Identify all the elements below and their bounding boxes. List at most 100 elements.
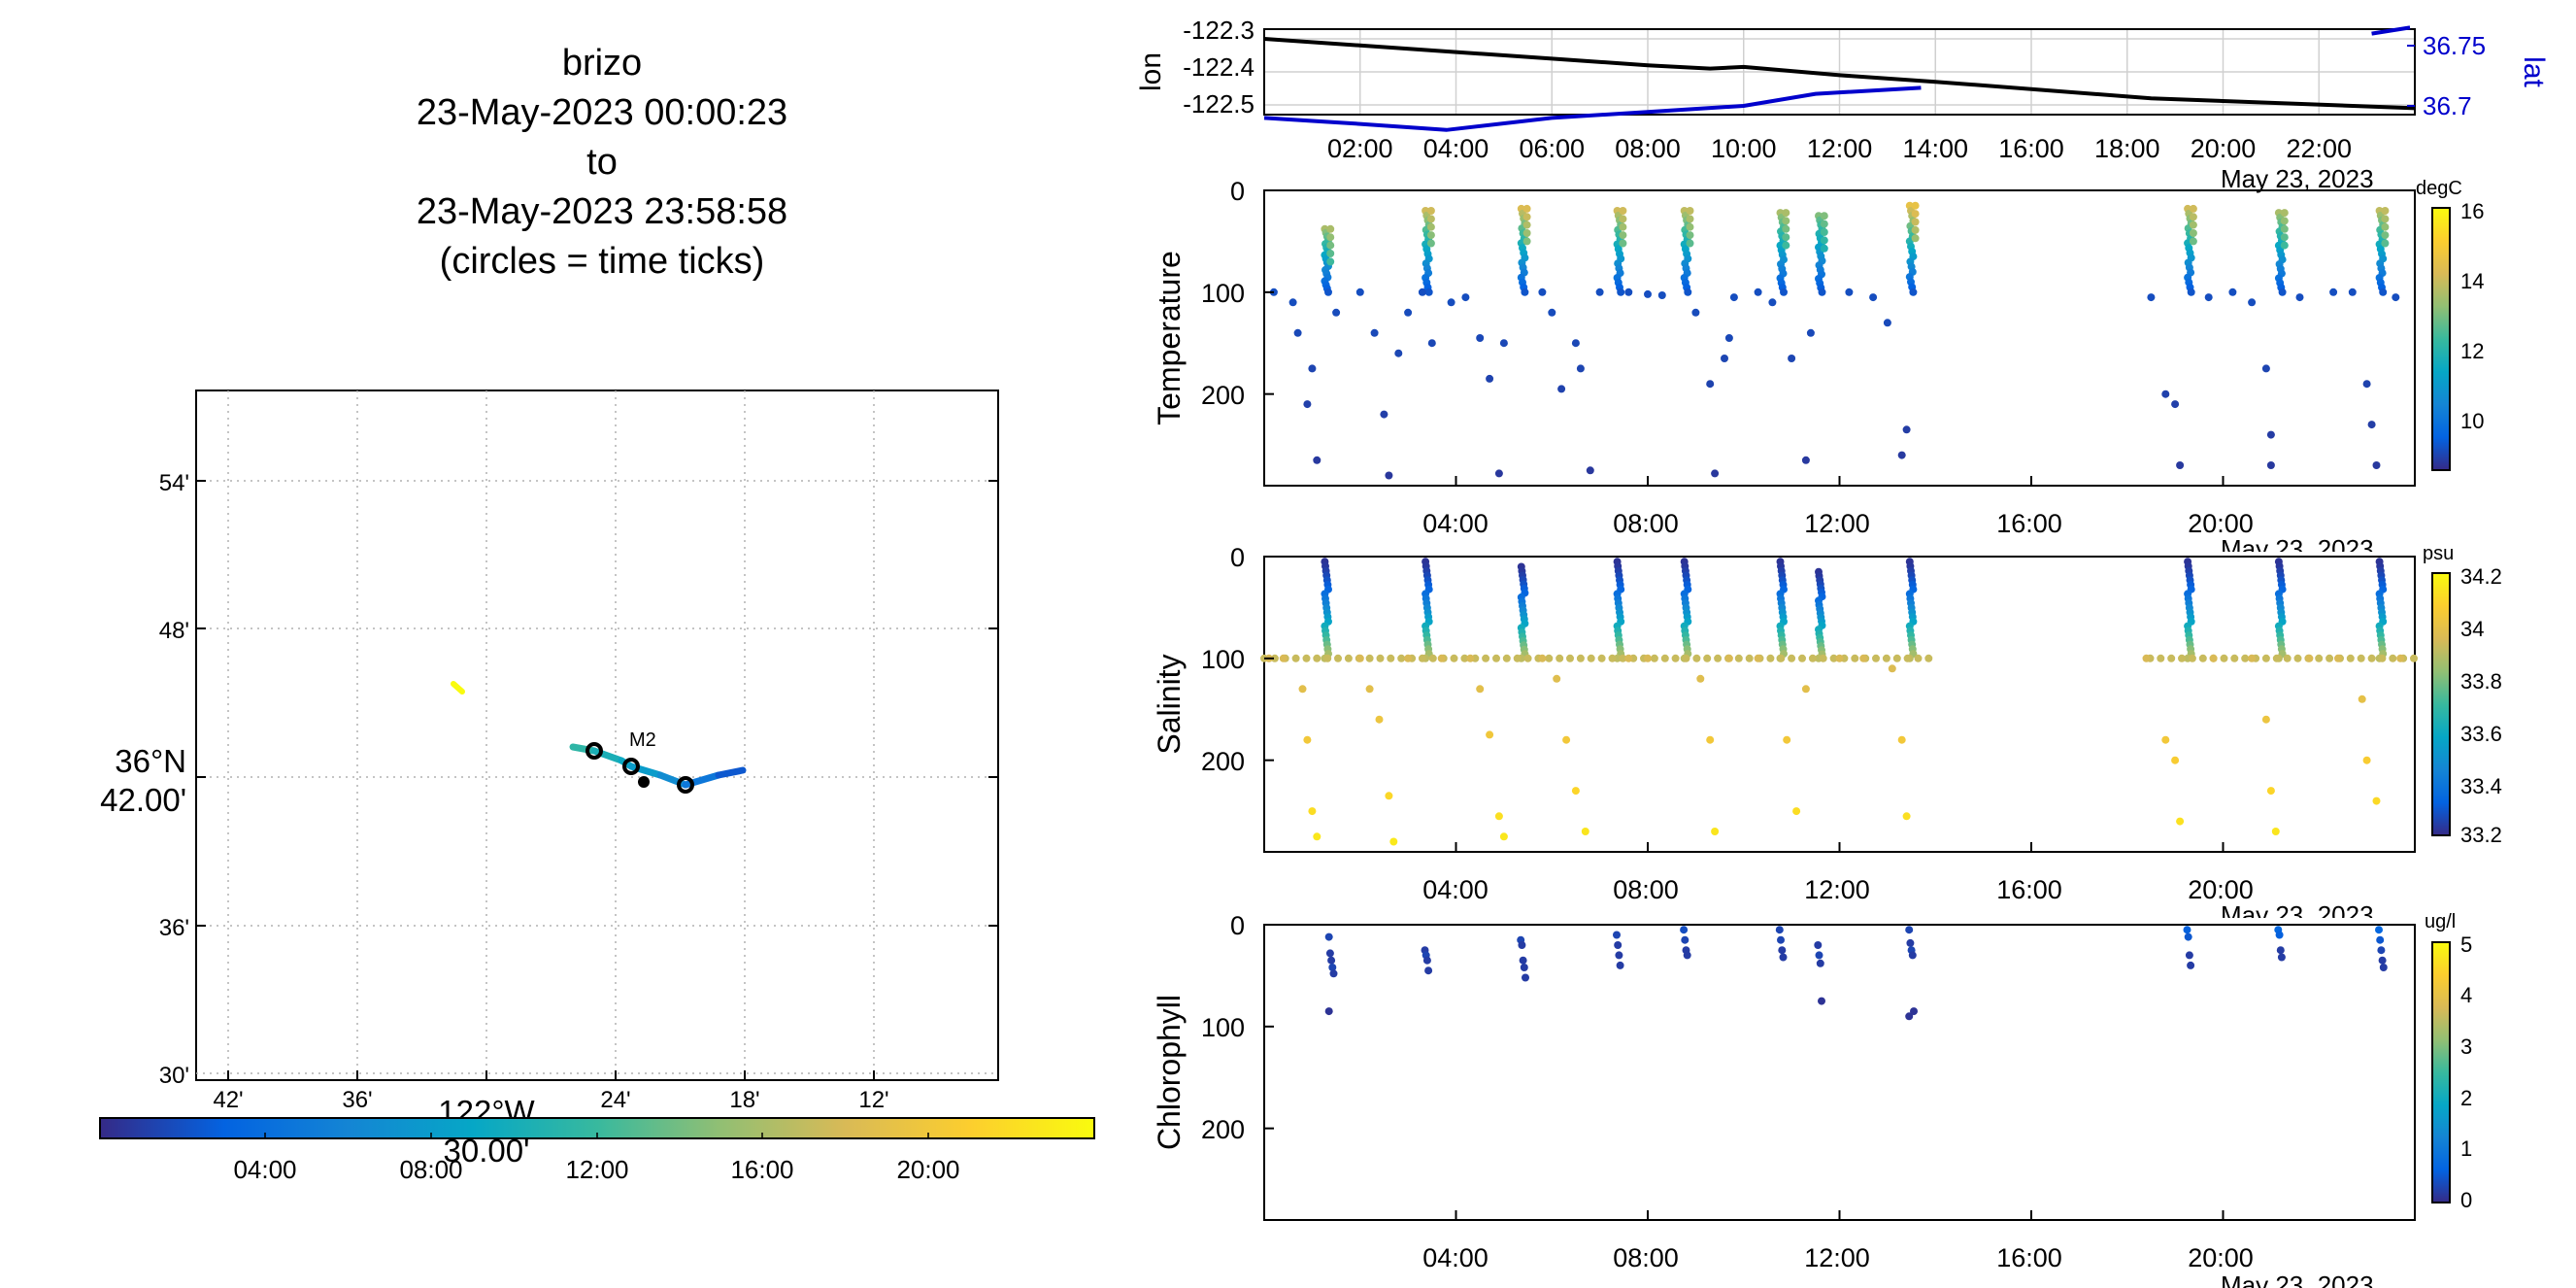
- salinity-point: [2241, 654, 2250, 662]
- temperature-point: [1426, 215, 1435, 223]
- chlorophyll-point: [1775, 926, 1784, 934]
- lonlat-xtick: 14:00: [1902, 134, 1968, 163]
- temperature-point: [2189, 229, 2197, 237]
- salinity-point: [2325, 654, 2334, 662]
- chl-date-label: May 23, 2023: [2221, 1271, 2374, 1288]
- temperature-point: [1499, 339, 1508, 348]
- chl-ytick-0: 0: [1230, 911, 1245, 940]
- salinity-point: [2334, 654, 2342, 662]
- salinity-point: [1882, 654, 1890, 662]
- temperature-point: [2280, 233, 2289, 242]
- temperature-point: [1644, 289, 1652, 298]
- temperature-point: [1288, 298, 1297, 307]
- lat-tick-3675: 36.75: [2423, 31, 2486, 60]
- salinity-point: [1914, 654, 1923, 662]
- lonlat-xtick: 06:00: [1519, 134, 1585, 163]
- temperature-point: [1806, 328, 1815, 337]
- temperature-point: [1326, 233, 1335, 242]
- temperature-point: [1595, 288, 1604, 296]
- salinity-point: [1745, 654, 1754, 662]
- station-m2-marker: [638, 776, 650, 788]
- salinity-point: [1706, 735, 1715, 744]
- chlorophyll-point: [1778, 946, 1787, 955]
- temp-cbar-12: 12: [2460, 339, 2484, 363]
- salinity-point: [1650, 654, 1658, 662]
- salinity-point: [1808, 654, 1817, 662]
- salinity-point: [1502, 654, 1511, 662]
- salinity-point: [1798, 654, 1806, 662]
- temperature-point: [1902, 425, 1911, 434]
- temperature-point: [1897, 451, 1906, 459]
- lonlat-frame: [1263, 28, 2416, 116]
- salinity-axis-ticks: [1264, 556, 2225, 852]
- sal-xtick-2000: 20:00: [2188, 875, 2254, 904]
- salinity-point: [2410, 654, 2418, 662]
- temperature-point: [1427, 339, 1436, 348]
- temp-ytick-200: 200: [1201, 381, 1245, 410]
- station-m2-label: M2: [629, 729, 656, 751]
- map-lon-tick-18: 18': [729, 1087, 759, 1113]
- salinity-point: [2378, 654, 2387, 662]
- lonlat-x-ticks: 02:00 04:00 06:00 08:00 10:00 12:00 14:00 16:00…: [1327, 134, 2352, 163]
- salinity-point: [1835, 654, 1844, 662]
- sal-cbar-340: 34: [2460, 617, 2484, 641]
- temperature-point: [2367, 421, 2376, 429]
- temp-cbar-14: 14: [2460, 269, 2484, 293]
- sal-xtick-1600: 16:00: [1996, 875, 2062, 904]
- salinity-point: [1754, 654, 1762, 662]
- temperature-point: [1522, 220, 1531, 229]
- salinity-point: [2261, 654, 2270, 662]
- salinity-point: [1308, 807, 1317, 816]
- temp-xtick-1600: 16:00: [1996, 509, 2062, 538]
- lon-tick-1224: -122.4: [1183, 52, 1255, 82]
- temperature-point: [2204, 293, 2213, 302]
- chlorophyll-point: [2183, 926, 2191, 934]
- chl-ytick-200: 200: [1201, 1115, 1245, 1144]
- salinity-point: [1897, 735, 1906, 744]
- chl-cbar-0: 0: [2460, 1188, 2472, 1212]
- lon-series-line: [1263, 37, 2416, 111]
- lonlat-xtick: 20:00: [2191, 134, 2257, 163]
- salinity-point: [1571, 787, 1580, 796]
- sal-cbar-342: 34.2: [2460, 564, 2502, 589]
- sal-cbar-334: 33.4: [2460, 774, 2502, 798]
- salinity-point: [2271, 828, 2280, 835]
- temperature-point: [1782, 233, 1790, 242]
- track-segment: [715, 766, 747, 779]
- map-frame: [195, 390, 999, 1081]
- salinity-point: [1714, 654, 1723, 662]
- salinity-point: [2248, 654, 2257, 662]
- chl-xtick-0400: 04:00: [1422, 1243, 1489, 1272]
- salinity-point: [1566, 654, 1574, 662]
- temperature-point: [1686, 222, 1694, 231]
- map-grid: [196, 390, 998, 1080]
- time-tick-circle: [622, 758, 640, 775]
- temperature-point: [1768, 298, 1777, 307]
- salinity-point: [2315, 654, 2324, 662]
- temperature-frame: [1263, 189, 2416, 487]
- temperature-point: [1820, 244, 1828, 253]
- temperature-point: [1782, 217, 1790, 225]
- temperature-point: [1394, 349, 1403, 357]
- temperature-point: [2187, 288, 2195, 296]
- chlorophyll-point: [2187, 961, 2195, 969]
- chlorophyll-point: [1906, 938, 1915, 947]
- salinity-point: [1619, 654, 1627, 662]
- temperature-point: [1686, 215, 1694, 223]
- temperature-point: [1494, 469, 1503, 478]
- lonlat-xtick: 02:00: [1327, 134, 1393, 163]
- chl-ytick-100: 100: [1201, 1013, 1245, 1042]
- temperature-point: [1619, 231, 1627, 240]
- temperature-point: [1476, 334, 1485, 342]
- chlorophyll-point: [1522, 973, 1529, 982]
- salinity-point: [2283, 654, 2292, 662]
- temperature-point: [2280, 224, 2289, 233]
- chlorophyll-point: [1324, 932, 1333, 941]
- sal-ytick-100: 100: [1201, 645, 1245, 674]
- temperature-point: [1538, 288, 1547, 296]
- lon-tick-1223: -122.3: [1183, 16, 1255, 45]
- sal-cbar-332: 33.2: [2460, 823, 2502, 847]
- temperature-point: [1911, 210, 1920, 219]
- chlorophyll-scatter: [1324, 926, 2388, 1021]
